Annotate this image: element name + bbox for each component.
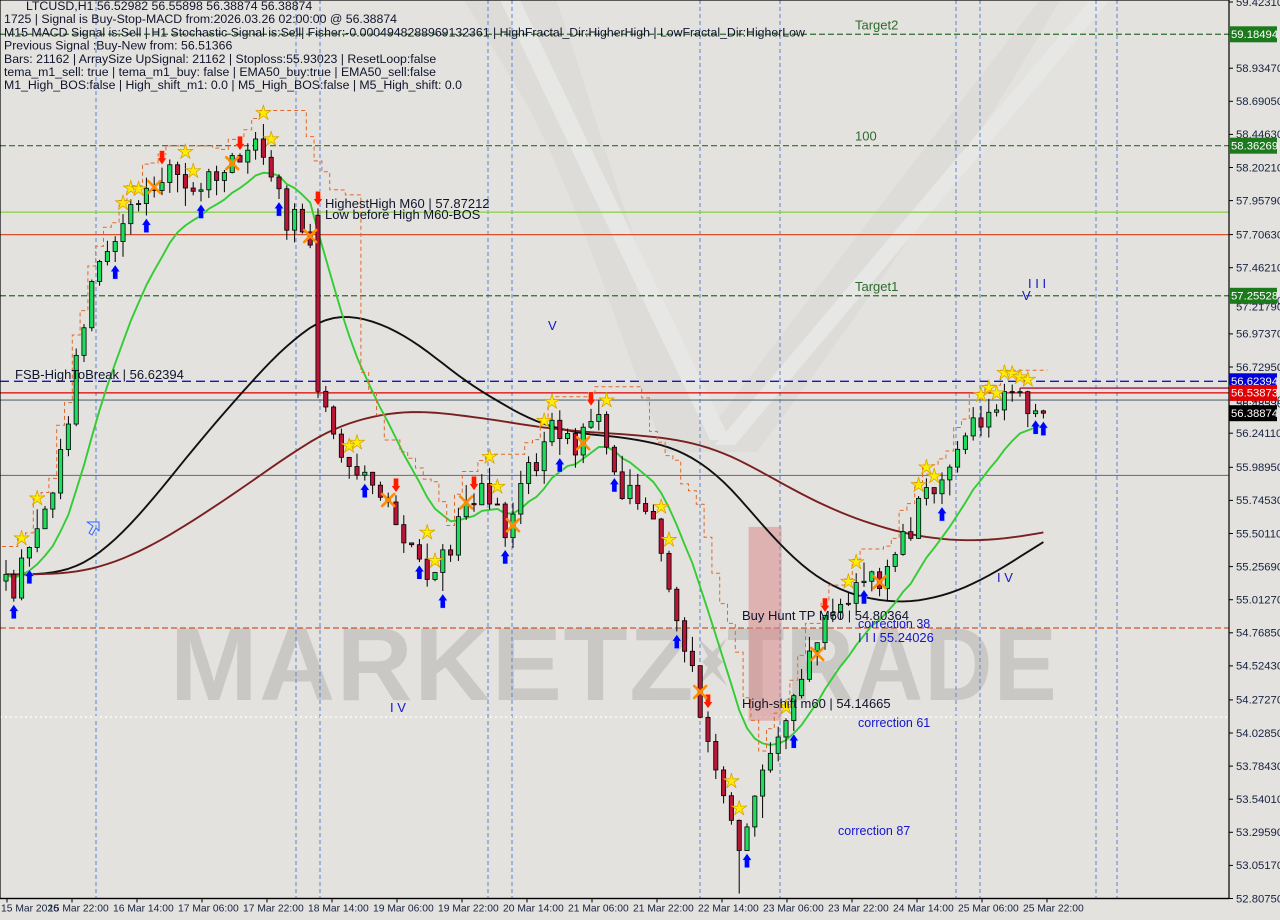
svg-text:Target2: Target2: [855, 17, 898, 32]
svg-text:1725 | Signal is Buy-Stop-MACD: 1725 | Signal is Buy-Stop-MACD from:2026…: [4, 12, 397, 26]
svg-text:Previous Signal :Buy-New from:: Previous Signal :Buy-New from: 56.51366: [4, 39, 232, 53]
svg-text:56.24110: 56.24110: [1236, 428, 1280, 440]
svg-text:High-shift m60 | 54.14665: High-shift m60 | 54.14665: [742, 696, 891, 711]
svg-text:15 Mar 22:00: 15 Mar 22:00: [48, 904, 109, 915]
svg-text:I I I 55.24026: I I I 55.24026: [858, 630, 934, 645]
svg-text:Low before High M60-BOS: Low before High M60-BOS: [325, 207, 481, 222]
svg-text:M1_High_BOS:false | High_shift: M1_High_BOS:false | High_shift_m1: 0.0 |…: [4, 78, 462, 92]
svg-text:56.97370: 56.97370: [1236, 329, 1280, 341]
svg-text:I V: I V: [390, 700, 406, 715]
svg-text:24 Mar 14:00: 24 Mar 14:00: [893, 904, 954, 915]
svg-text:55.50110: 55.50110: [1236, 528, 1280, 540]
svg-text:54.76850: 54.76850: [1236, 628, 1280, 640]
svg-text:19 Mar 06:00: 19 Mar 06:00: [373, 904, 434, 915]
svg-text:V: V: [548, 318, 557, 333]
svg-text:57.46210: 57.46210: [1236, 263, 1280, 275]
svg-text:55.98950: 55.98950: [1236, 462, 1280, 474]
svg-text:54.02850: 54.02850: [1236, 728, 1280, 740]
svg-text:25 Mar 22:00: 25 Mar 22:00: [1023, 904, 1084, 915]
svg-text:21 Mar 06:00: 21 Mar 06:00: [568, 904, 629, 915]
svg-text:53.78430: 53.78430: [1236, 761, 1280, 773]
svg-text:58.20210: 58.20210: [1236, 162, 1280, 174]
svg-text:correction 61: correction 61: [858, 716, 930, 730]
svg-text:25 Mar 06:00: 25 Mar 06:00: [958, 904, 1019, 915]
svg-text:I I I: I I I: [1028, 276, 1046, 291]
svg-text:55.01270: 55.01270: [1236, 595, 1280, 607]
svg-text:53.54010: 53.54010: [1236, 794, 1280, 806]
svg-text:23 Mar 22:00: 23 Mar 22:00: [828, 904, 889, 915]
svg-text:I V: I V: [997, 570, 1013, 585]
svg-text:100: 100: [855, 129, 877, 144]
svg-text:53.05170: 53.05170: [1236, 860, 1280, 872]
svg-text:58.93470: 58.93470: [1236, 63, 1280, 75]
svg-text:57.70630: 57.70630: [1236, 229, 1280, 241]
svg-text:55.25690: 55.25690: [1236, 561, 1280, 573]
svg-text:LTCUSD,H1 56.52982 56.55898 5: LTCUSD,H1 56.52982 56.55898 56.38874 56.…: [26, 0, 312, 13]
svg-text:18 Mar 14:00: 18 Mar 14:00: [308, 904, 369, 915]
svg-text:22 Mar 14:00: 22 Mar 14:00: [698, 904, 759, 915]
svg-text:17 Mar 22:00: 17 Mar 22:00: [243, 904, 304, 915]
svg-text:56.38874: 56.38874: [1231, 408, 1278, 420]
svg-text:16 Mar 14:00: 16 Mar 14:00: [113, 904, 174, 915]
svg-text:56.53873: 56.53873: [1231, 388, 1278, 400]
svg-text:21 Mar 22:00: 21 Mar 22:00: [633, 904, 694, 915]
svg-text:58.36269: 58.36269: [1231, 141, 1278, 153]
svg-text:52.80750: 52.80750: [1236, 893, 1280, 905]
svg-text:55.74530: 55.74530: [1236, 495, 1280, 507]
svg-text:57.95790: 57.95790: [1236, 195, 1280, 207]
svg-text:58.69050: 58.69050: [1236, 96, 1280, 108]
svg-text:17 Mar 06:00: 17 Mar 06:00: [178, 904, 239, 915]
svg-text:19 Mar 22:00: 19 Mar 22:00: [438, 904, 499, 915]
svg-text:tema_m1_sell: true | tema_m1_b: tema_m1_sell: true | tema_m1_buy: false …: [4, 65, 436, 79]
svg-text:23 Mar 06:00: 23 Mar 06:00: [763, 904, 824, 915]
svg-text:correction 87: correction 87: [838, 824, 910, 838]
svg-text:57.25528: 57.25528: [1231, 291, 1278, 303]
svg-text:correction 38: correction 38: [858, 617, 930, 631]
svg-text:54.27270: 54.27270: [1236, 695, 1280, 707]
svg-text:54.52430: 54.52430: [1236, 661, 1280, 673]
svg-text:53.29590: 53.29590: [1236, 827, 1280, 839]
svg-text:56.72950: 56.72950: [1236, 362, 1280, 374]
svg-text:M15 MACD Signal is:Sell | H1 S: M15 MACD Signal is:Sell | H1 Stochastic …: [4, 25, 805, 39]
svg-text:FSB-HighToBreak | 56.62394: FSB-HighToBreak | 56.62394: [15, 367, 184, 382]
svg-text:59.42310: 59.42310: [1236, 0, 1280, 9]
svg-text:59.18494: 59.18494: [1231, 29, 1278, 41]
svg-text:Target1: Target1: [855, 279, 898, 294]
svg-text:20 Mar 14:00: 20 Mar 14:00: [503, 904, 564, 915]
svg-text:MARKETZ: MARKETZ: [170, 607, 695, 723]
svg-text:V: V: [1022, 288, 1031, 303]
svg-text:Bars: 21162 | ArraySize UpSign: Bars: 21162 | ArraySize UpSignal: 21162 …: [4, 52, 436, 66]
